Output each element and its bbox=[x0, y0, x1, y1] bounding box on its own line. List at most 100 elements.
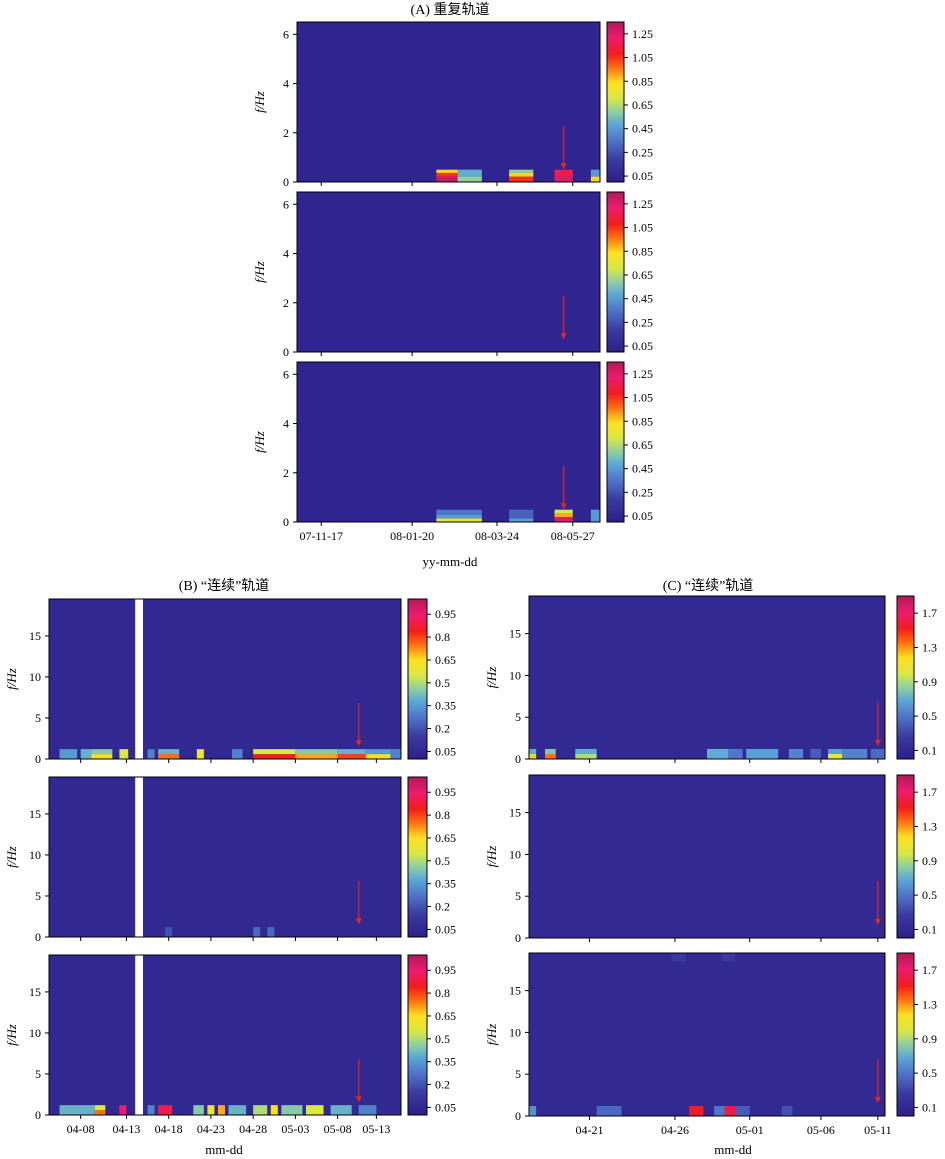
y-tick-label: 0 bbox=[283, 175, 289, 189]
colorbar-tick-label: 0.45 bbox=[632, 462, 653, 476]
heatmap-background bbox=[49, 777, 401, 937]
heatmap-cell bbox=[529, 1105, 537, 1116]
heatmap-cell bbox=[91, 754, 113, 759]
heatmap-cell bbox=[193, 1105, 204, 1115]
heatmap-cell bbox=[457, 176, 482, 182]
red-arrow-head bbox=[874, 918, 881, 925]
y-tick-label: 4 bbox=[283, 417, 289, 431]
y-tick-label: 5 bbox=[515, 710, 521, 724]
heatmap-cell bbox=[365, 749, 391, 755]
heatmap-cell bbox=[529, 753, 537, 759]
heatmap-cell bbox=[436, 518, 482, 522]
heatmap-cell bbox=[545, 748, 556, 754]
colorbar-tick-label: 0.1 bbox=[922, 922, 937, 936]
subplot-a-3: 0 2 4 6 f/Hz 07-11-17 08-01-20 08-03-24 08-05-27… bbox=[252, 361, 653, 543]
colorbar-tick-label: 0.65 bbox=[632, 268, 653, 282]
heatmap-cell bbox=[545, 753, 556, 759]
subplot-a-1: 0246f/Hz07-11-1708-01-2008-03-2408-05-27… bbox=[252, 21, 653, 203]
y-axis-label: f/Hz bbox=[252, 261, 267, 283]
heatmap-cell bbox=[436, 509, 482, 515]
colorbar-tick-label: 0.85 bbox=[632, 74, 653, 88]
heatmap-cell bbox=[509, 176, 534, 182]
colorbar-tick-label: 0.8 bbox=[435, 808, 450, 822]
colorbar-tick-label: 0.85 bbox=[632, 414, 653, 428]
heatmap-background bbox=[297, 22, 600, 182]
colorbar-tick-label: 0.05 bbox=[435, 922, 456, 936]
y-tick-label: 10 bbox=[509, 1025, 521, 1039]
heatmap-cell bbox=[412, 169, 425, 182]
heatmap-cell bbox=[724, 1105, 736, 1116]
red-arrow-head bbox=[560, 503, 567, 510]
heatmap-cell bbox=[457, 169, 482, 177]
x-tick-label: 05-08 bbox=[324, 1122, 352, 1136]
red-arrow-head bbox=[355, 740, 362, 747]
heatmap-cell bbox=[295, 749, 338, 755]
heatmap-cell bbox=[870, 748, 885, 759]
y-tick-label: 10 bbox=[29, 848, 41, 862]
red-arrow-head bbox=[355, 1096, 362, 1103]
heatmap-cell bbox=[728, 748, 743, 759]
plot-frame bbox=[48, 776, 402, 938]
colorbar-tick-label: 0.5 bbox=[922, 1066, 937, 1080]
colorbar bbox=[407, 954, 428, 1116]
panel-b-title: (B) “连续”轨道 bbox=[179, 577, 270, 594]
colorbar-tick-label: 0.25 bbox=[632, 485, 653, 499]
y-tick-label: 15 bbox=[29, 985, 41, 999]
heatmap-cell bbox=[91, 749, 113, 755]
colorbar-tick-label: 0.35 bbox=[435, 877, 456, 891]
heatmap-cell bbox=[810, 748, 821, 759]
data-gap-band bbox=[135, 955, 143, 1115]
x-tick-label: 08-03-24 bbox=[475, 529, 519, 543]
y-tick-label: 2 bbox=[283, 296, 289, 310]
colorbar-tick-label: 0.2 bbox=[435, 900, 450, 914]
heatmap-cell bbox=[147, 749, 155, 759]
red-arrow-head bbox=[560, 163, 567, 170]
y-tick-label: 2 bbox=[283, 126, 289, 140]
colorbar-tick-label: 0.9 bbox=[922, 675, 937, 689]
y-axis-label: f/Hz bbox=[252, 431, 267, 453]
colorbar-tick-label: 0.5 bbox=[435, 854, 450, 868]
y-tick-label: 15 bbox=[29, 807, 41, 821]
heatmap-cell bbox=[509, 169, 534, 173]
plot-frame bbox=[296, 191, 601, 353]
colorbar bbox=[896, 595, 915, 760]
heatmap-cell bbox=[735, 1105, 750, 1116]
subplot-c-3: 0 5 10 15 f/Hz 04-21 04-26 05-01 05-06 05-11 0.1 0.… bbox=[484, 952, 937, 1137]
heatmap-cell bbox=[529, 748, 537, 754]
y-axis-label: f/Hz bbox=[4, 846, 19, 868]
heatmap-cell bbox=[575, 753, 597, 759]
red-arrow-head bbox=[355, 918, 362, 925]
x-tick-label: 04-21 bbox=[576, 1123, 604, 1137]
heatmap-cell bbox=[590, 169, 600, 177]
heatmap-cell bbox=[158, 754, 180, 759]
panel-a-xlabel: yy-mm-dd bbox=[423, 554, 478, 569]
heatmap-background bbox=[529, 596, 885, 759]
y-tick-label: 4 bbox=[283, 247, 289, 261]
colorbar-tick-label: 0.05 bbox=[632, 339, 653, 353]
plot-frame bbox=[528, 774, 886, 939]
colorbar-tick-label: 0.1 bbox=[922, 743, 937, 757]
x-tick-label: 05-01 bbox=[736, 1123, 764, 1137]
heatmap-background bbox=[49, 955, 401, 1115]
colorbar-tick-label: 0.25 bbox=[632, 315, 653, 329]
heatmap-cell bbox=[358, 1105, 377, 1115]
heatmap-cell bbox=[253, 1105, 268, 1115]
heatmap-cell bbox=[253, 749, 296, 755]
heatmap-cell bbox=[337, 749, 366, 755]
x-tick-label: 07-11-17 bbox=[299, 529, 343, 543]
data-gap-band bbox=[135, 777, 143, 937]
heatmap-cell bbox=[330, 1105, 352, 1115]
y-tick-label: 2 bbox=[283, 466, 289, 480]
heatmap-cell bbox=[158, 749, 180, 755]
colorbar-tick-label: 1.3 bbox=[922, 819, 937, 833]
heatmap-background bbox=[49, 599, 401, 759]
y-tick-label: 0 bbox=[515, 931, 521, 945]
colorbar-tick-label: 1.3 bbox=[922, 997, 937, 1011]
colorbar-tick-label: 1.05 bbox=[632, 221, 653, 235]
heatmap-cell bbox=[689, 1105, 704, 1116]
red-arrow-head bbox=[874, 739, 881, 746]
y-tick-label: 5 bbox=[515, 1067, 521, 1081]
heatmap-cell bbox=[196, 749, 204, 759]
colorbar-tick-label: 0.5 bbox=[922, 709, 937, 723]
plot-frame bbox=[528, 952, 886, 1117]
